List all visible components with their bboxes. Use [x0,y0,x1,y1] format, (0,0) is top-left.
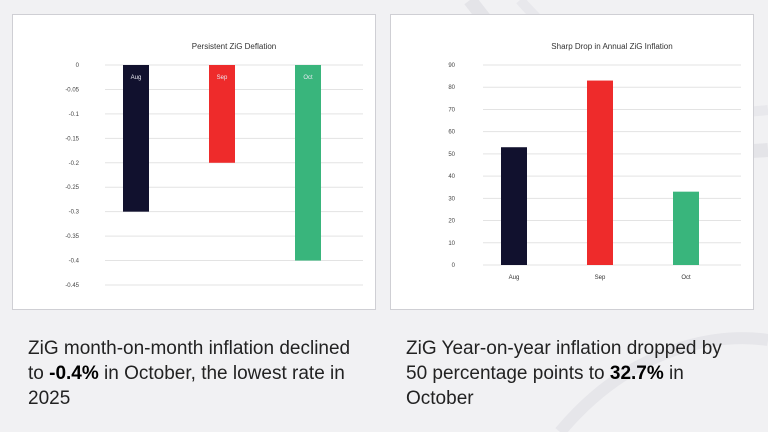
annual-bar-sep [587,80,613,265]
annual-y-tick-label: 40 [448,174,455,180]
annual-bar-aug [501,147,527,265]
monthly-inflation-chart: Persistent ZiG Deflation 0 -0.05 -0.1 -0.15 -… [65,42,363,289]
monthly-category-label: Oct [303,75,313,81]
annual-inflation-chart: Sharp Drop in Annual ZiG Inflation 0 10 20 3… [448,42,741,281]
monthly-y-tick-label: -0.2 [69,161,80,167]
monthly-category-label: Sep [217,75,228,81]
annual-y-tick-label: 80 [448,85,455,91]
annual-y-tick-label: 30 [448,196,455,202]
caption-text: in October [406,363,684,409]
annual-category-label: Oct [681,275,691,281]
monthly-bar-oct [295,65,321,261]
monthly-y-tick-label: -0.25 [65,185,79,191]
monthly-y-tick-label: -0.3 [69,210,80,216]
annual-y-tick-label: 50 [448,152,455,158]
caption-highlight: 32.7% [609,363,664,384]
caption-text: ZiG month-on-month inflation declined to [28,338,351,384]
annual-y-tick-label: 70 [448,107,455,113]
annual-category-label: Aug [509,275,520,281]
monthly-y-tick-label: -0.35 [65,234,79,240]
annual-y-tick-label: 10 [448,241,455,247]
annual-category-label: Sep [595,275,606,281]
annual-y-tick-label: 20 [448,219,455,225]
caption-highlight: -0.4% [49,363,99,384]
annual-chart-title: Sharp Drop in Annual ZiG Inflation [551,42,672,51]
monthly-y-tick-label: -0.4 [69,259,80,265]
monthly-bar-sep [209,65,235,163]
annual-inflation-caption: ZiG Year-on-year inflation dropped by 50… [406,336,746,411]
monthly-y-tick-label: -0.1 [69,112,80,118]
monthly-bar-aug [123,65,149,212]
caption-text: ZiG Year-on-year inflation dropped by 50… [406,338,722,384]
monthly-y-tick-label: -0.05 [65,87,79,93]
monthly-inflation-chart-panel: Persistent ZiG Deflation 0 -0.05 -0.1 -0.15 -… [12,14,376,310]
annual-y-tick-label: 0 [452,263,456,269]
monthly-y-tick-label: -0.45 [65,283,79,289]
annual-y-tick-label: 60 [448,130,455,136]
monthly-y-tick-label: -0.15 [65,136,79,142]
annual-y-tick-label: 90 [448,63,455,69]
monthly-category-label: Aug [131,75,142,81]
monthly-chart-title: Persistent ZiG Deflation [192,42,276,51]
monthly-y-tick-label: 0 [76,63,80,69]
monthly-inflation-caption: ZiG month-on-month inflation declined to… [28,336,368,411]
annual-bar-oct [673,191,699,265]
annual-inflation-chart-panel: Sharp Drop in Annual ZiG Inflation 0 10 20 3… [390,14,754,310]
caption-text: in October, the lowest rate in 2025 [28,363,345,409]
